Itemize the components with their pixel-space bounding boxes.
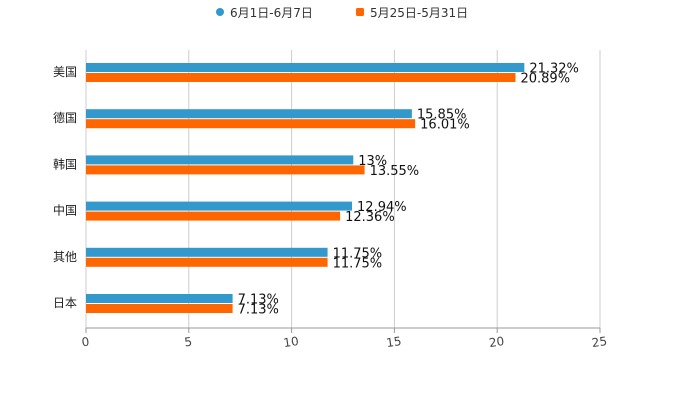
data-label: 12.36% (345, 210, 395, 225)
bar-series-2 (86, 73, 516, 82)
data-label: 12.94% (357, 200, 407, 215)
category-label: 中国 (53, 203, 77, 218)
bar-series-2 (86, 257, 328, 267)
data-label: 7.13% (238, 293, 279, 308)
bar-series-2 (86, 119, 416, 129)
category-label: 德国 (53, 110, 77, 125)
bar-series-1 (86, 109, 412, 119)
data-label: 13% (358, 154, 387, 169)
category-label: 美国 (53, 65, 77, 79)
data-label: 13.55% (370, 164, 420, 179)
legend-marker (356, 8, 364, 16)
legend-marker (216, 8, 224, 16)
x-tick-label: 5 (183, 335, 193, 350)
x-tick-label: 20 (488, 334, 505, 350)
category-label: 其他 (53, 250, 77, 264)
data-label: 21.32% (529, 62, 579, 77)
data-label: 20.89% (520, 72, 570, 87)
bar-series-1 (86, 294, 233, 303)
bar-series-1 (86, 155, 354, 165)
x-tick-label: 15 (385, 334, 402, 350)
x-tick-label: 10 (283, 334, 300, 350)
data-label: 11.75% (333, 246, 383, 261)
legend-label: 6月1日-6月7日 (230, 6, 313, 20)
bar-series-1 (86, 201, 353, 211)
bar-series-1 (86, 63, 525, 72)
data-label: 7.13% (238, 303, 279, 318)
data-label: 16.01% (420, 118, 470, 133)
bar-series-2 (86, 165, 365, 175)
category-label: 日本 (53, 296, 77, 310)
category-label: 韩国 (53, 156, 77, 171)
data-label: 11.75% (333, 256, 383, 271)
bar-series-2 (86, 211, 341, 221)
legend-label: 5月25日-5月31日 (370, 6, 468, 20)
data-label: 15.85% (417, 108, 467, 123)
x-tick-label: 25 (591, 334, 608, 350)
bar-series-2 (86, 304, 233, 313)
bar-series-1 (86, 247, 328, 257)
bars: 21.32%20.89%15.85%16.01%13%13.55%12.94%1… (86, 62, 579, 318)
x-tick-label: 0 (81, 335, 91, 350)
legend: 6月1日-6月7日 5月25日-5月31日 (216, 6, 468, 20)
grid-lines (85, 50, 601, 328)
